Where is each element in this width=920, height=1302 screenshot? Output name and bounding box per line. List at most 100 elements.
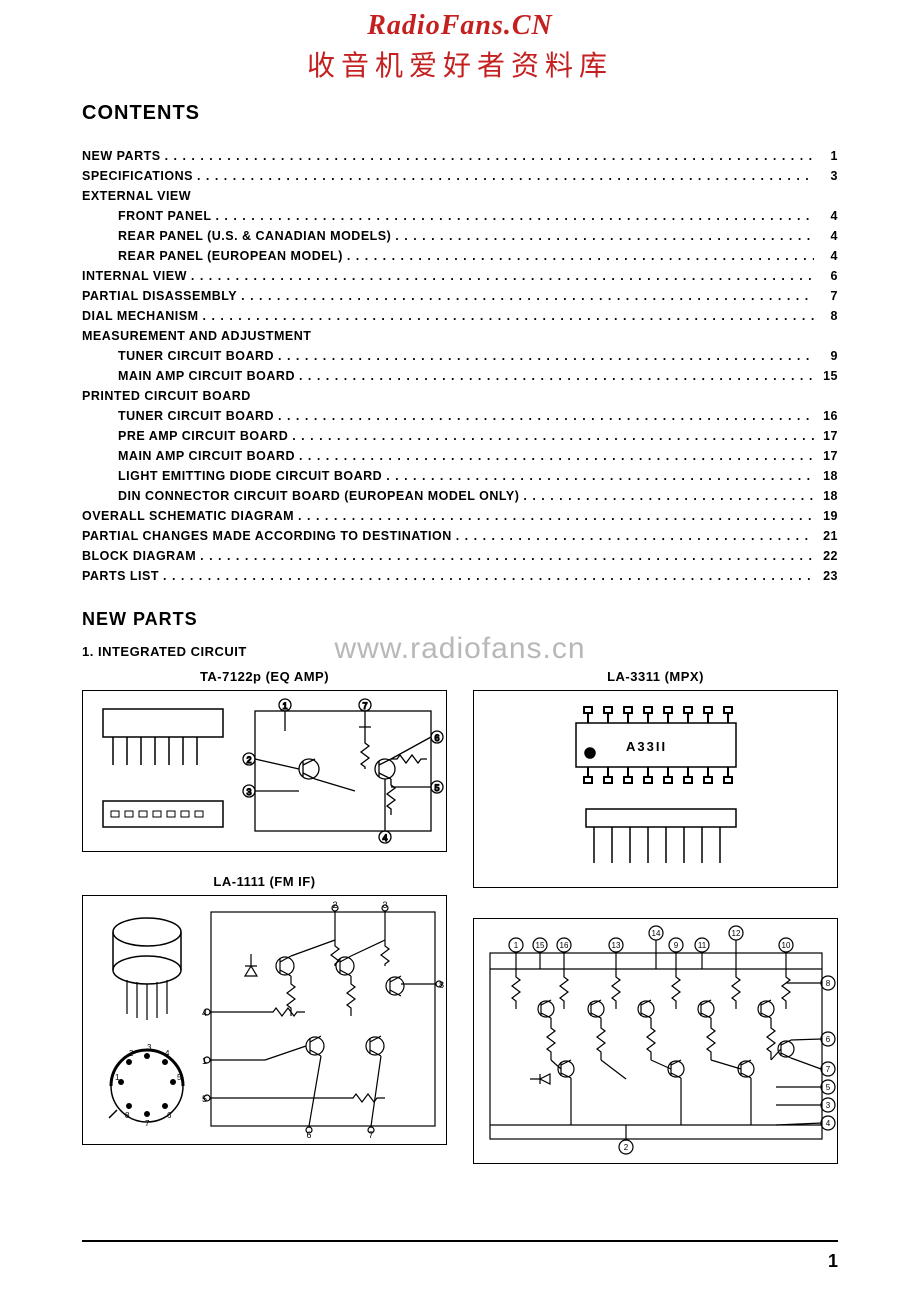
toc-row: TUNER CIRCUIT BOARD 16	[82, 409, 838, 423]
toc-leader	[523, 489, 814, 503]
toc-label: MAIN AMP CIRCUIT BOARD	[118, 449, 295, 463]
toc-leader	[386, 469, 814, 483]
svg-text:12: 12	[731, 929, 740, 938]
toc-row: PARTIAL CHANGES MADE ACCORDING TO DESTIN…	[82, 529, 838, 543]
toc-page: 17	[818, 449, 838, 463]
toc-label: EXTERNAL VIEW	[82, 189, 191, 203]
toc-label: FRONT PANEL	[118, 209, 211, 223]
toc-row: INTERNAL VIEW6	[82, 269, 838, 283]
toc-page: 23	[818, 569, 838, 583]
toc-page: 4	[818, 229, 838, 243]
svg-text:8: 8	[125, 1111, 130, 1120]
svg-text:14: 14	[651, 929, 660, 938]
toc-label: PARTIAL DISASSEMBLY	[82, 289, 237, 303]
footer-rule	[82, 1240, 838, 1242]
toc-label: TUNER CIRCUIT BOARD	[118, 409, 274, 423]
toc-leader	[191, 269, 814, 283]
toc-page: 18	[818, 489, 838, 503]
toc-row: MAIN AMP CIRCUIT BOARD 15	[82, 369, 838, 383]
chip-title-ta7122p: TA-7122p (EQ AMP)	[82, 669, 447, 684]
svg-text:3: 3	[147, 1043, 152, 1052]
svg-text:4: 4	[165, 1049, 170, 1058]
toc-page: 6	[818, 269, 838, 283]
watermark-line1: RadioFans.CN	[82, 10, 838, 42]
toc-label: MAIN AMP CIRCUIT BOARD	[118, 369, 295, 383]
toc-leader	[163, 569, 814, 583]
svg-text:6: 6	[167, 1111, 172, 1120]
toc-page: 22	[818, 549, 838, 563]
svg-text:6: 6	[434, 733, 439, 743]
toc-label: REAR PANEL (EUROPEAN MODEL)	[118, 249, 343, 263]
svg-text:10: 10	[781, 941, 790, 950]
toc-leader	[278, 409, 814, 423]
svg-text:7: 7	[825, 1065, 830, 1074]
toc-page: 15	[818, 369, 838, 383]
toc-label: BLOCK DIAGRAM	[82, 549, 196, 563]
toc-leader	[299, 449, 814, 463]
toc-label: PRE AMP CIRCUIT BOARD	[118, 429, 288, 443]
toc-leader	[215, 209, 814, 223]
svg-text:3: 3	[825, 1101, 830, 1110]
toc-label: MEASUREMENT AND ADJUSTMENT	[82, 329, 311, 343]
svg-text:5: 5	[825, 1083, 830, 1092]
diagram-la3311-package: A33II	[473, 690, 838, 888]
toc-page: 1	[818, 149, 838, 163]
toc-leader	[200, 549, 814, 563]
toc-page: 21	[818, 529, 838, 543]
toc-label: DIAL MECHANISM	[82, 309, 199, 323]
toc-leader	[456, 529, 814, 543]
svg-text:6: 6	[825, 1035, 830, 1044]
toc-row: PRINTED CIRCUIT BOARD	[82, 389, 838, 403]
table-of-contents: NEW PARTS1 SPECIFICATIONS3 EXTERNAL VIEW FR…	[82, 149, 838, 583]
toc-row: SPECIFICATIONS3	[82, 169, 838, 183]
svg-text:16: 16	[559, 941, 568, 950]
toc-row: DIN CONNECTOR CIRCUIT BOARD (EUROPEAN MO…	[82, 489, 838, 503]
header-watermark: RadioFans.CN 收音机爱好者资料库	[82, 0, 838, 84]
contents-heading: CONTENTS	[82, 102, 838, 125]
svg-text:9: 9	[673, 941, 678, 950]
toc-row: MEASUREMENT AND ADJUSTMENT	[82, 329, 838, 343]
toc-page: 8	[818, 309, 838, 323]
chip-title-la1111: LA-1111 (FM IF)	[82, 874, 447, 889]
toc-row: FRONT PANEL 4	[82, 209, 838, 223]
toc-page: 4	[818, 249, 838, 263]
svg-text:6: 6	[306, 1130, 311, 1140]
toc-page: 7	[818, 289, 838, 303]
svg-text:2: 2	[246, 755, 251, 765]
diagrams-area: TA-7122p (EQ AMP)	[82, 669, 838, 1164]
toc-label: LIGHT EMITTING DIODE CIRCUIT BOARD	[118, 469, 382, 483]
toc-label: REAR PANEL (U.S. & CANADIAN MODELS)	[118, 229, 391, 243]
svg-text:8: 8	[825, 979, 830, 988]
toc-row: TUNER CIRCUIT BOARD9	[82, 349, 838, 363]
toc-leader	[278, 349, 814, 363]
toc-label: SPECIFICATIONS	[82, 169, 193, 183]
toc-row: EXTERNAL VIEW	[82, 189, 838, 203]
svg-text:1: 1	[115, 1073, 120, 1082]
toc-row: PARTS LIST23	[82, 569, 838, 583]
toc-row: REAR PANEL (U.S. & CANADIAN MODELS) 4	[82, 229, 838, 243]
svg-text:7: 7	[368, 1130, 373, 1140]
toc-label: OVERALL SCHEMATIC DIAGRAM	[82, 509, 294, 523]
toc-page: 16	[818, 409, 838, 423]
toc-leader	[197, 169, 814, 183]
svg-text:15: 15	[535, 941, 544, 950]
toc-label: DIN CONNECTOR CIRCUIT BOARD (EUROPEAN MO…	[118, 489, 519, 503]
toc-page: 4	[818, 209, 838, 223]
new-parts-heading: NEW PARTS	[82, 609, 838, 630]
toc-leader	[298, 509, 814, 523]
toc-row: BLOCK DIAGRAM 22	[82, 549, 838, 563]
diagram-ta7122p: 1 7 6 5 4 2 3	[82, 690, 447, 852]
toc-label: PRINTED CIRCUIT BOARD	[82, 389, 251, 403]
toc-leader	[347, 249, 814, 263]
svg-text:A33II: A33II	[626, 739, 667, 754]
toc-page: 18	[818, 469, 838, 483]
svg-text:7: 7	[145, 1119, 150, 1128]
svg-text:2: 2	[623, 1143, 628, 1152]
right-column: LA-3311 (MPX)	[473, 669, 838, 1164]
toc-leader	[299, 369, 814, 383]
toc-row: OVERALL SCHEMATIC DIAGRAM19	[82, 509, 838, 523]
svg-text:3: 3	[246, 787, 251, 797]
toc-leader	[241, 289, 814, 303]
toc-row: NEW PARTS1	[82, 149, 838, 163]
toc-leader	[203, 309, 815, 323]
